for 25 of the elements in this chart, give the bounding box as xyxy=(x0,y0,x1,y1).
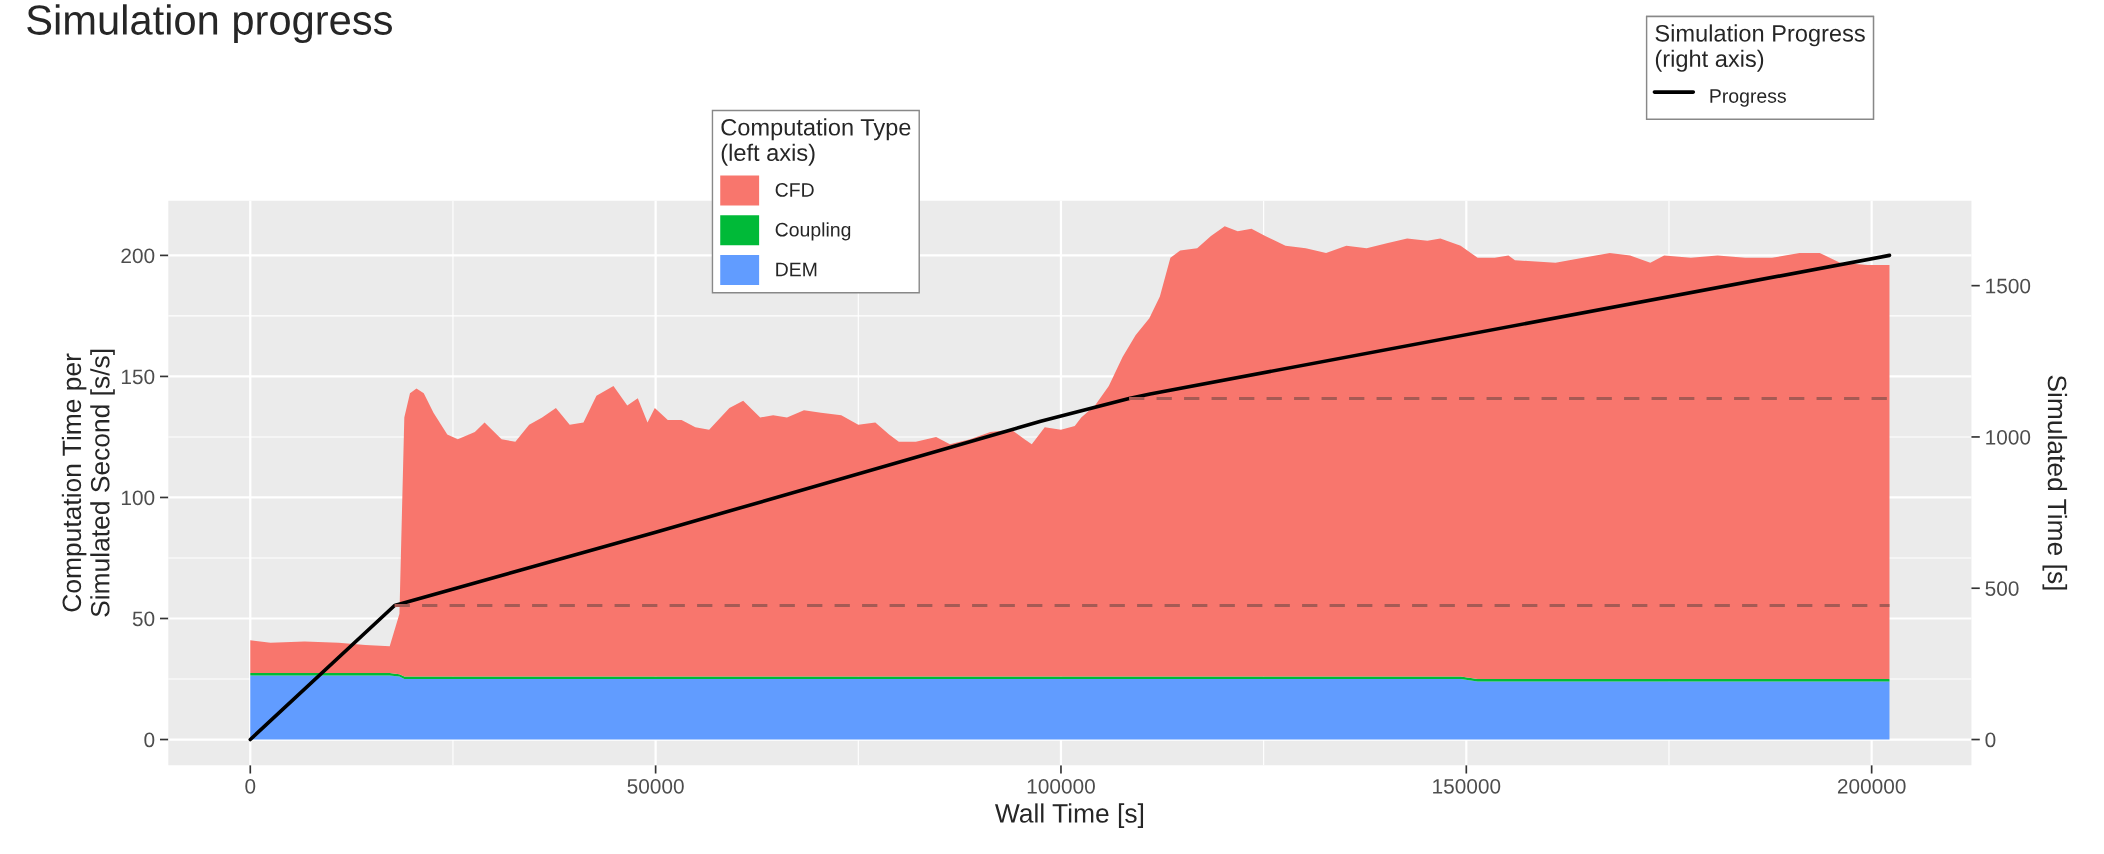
legend-label: Coupling xyxy=(775,222,851,241)
y2-tick-label: 500 xyxy=(1985,581,2019,596)
legend-label: Progress xyxy=(1710,89,1786,107)
y-tick-label: 200 xyxy=(121,248,155,264)
x-tick-label: 200000 xyxy=(1837,778,1906,794)
x-tick-label: 150000 xyxy=(1433,778,1501,794)
y-tick-label: 100 xyxy=(121,490,155,506)
y-axis-title: Computation Time per Simulated Second [s/s] xyxy=(61,349,115,617)
y-tick-label: 50 xyxy=(132,611,155,627)
y2-tick-label: 1000 xyxy=(1986,429,2031,445)
x-tick-label: 0 xyxy=(245,778,256,794)
text: Computation Type (left axis) xyxy=(721,118,911,166)
y-tick-label: 0 xyxy=(144,732,155,748)
y2-axis-title: Simulated Time [s] xyxy=(2042,375,2068,590)
text: Simulation Progress (right axis) xyxy=(1655,24,1865,72)
x-axis-title: Wall Time [s] xyxy=(994,803,1144,828)
x-tick-label: 50000 xyxy=(627,778,684,794)
legend-label: DEM xyxy=(776,262,817,277)
line-series xyxy=(248,253,1892,742)
y2-tick-label: 1500 xyxy=(1986,278,2031,294)
chart-title: Simulation progress xyxy=(27,4,392,44)
y-tick-label: 150 xyxy=(121,369,155,385)
x-tick-label: 100000 xyxy=(1027,778,1095,794)
y2-tick-label: 0 xyxy=(1985,732,1996,748)
legend-label: CFD xyxy=(775,183,814,197)
